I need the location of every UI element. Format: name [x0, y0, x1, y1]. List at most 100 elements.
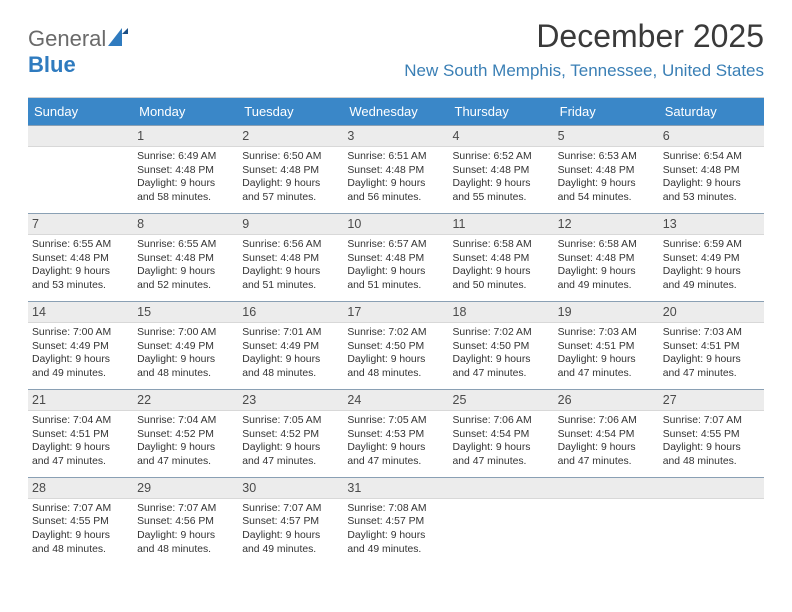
sunrise-text: Sunrise: 6:58 AM: [558, 238, 655, 252]
daylight-text: Daylight: 9 hours and 49 minutes.: [558, 265, 655, 292]
sunrise-text: Sunrise: 7:00 AM: [32, 326, 129, 340]
day-cell: [554, 499, 659, 565]
daylight-text: Daylight: 9 hours and 49 minutes.: [32, 353, 129, 380]
calendar-table: SundayMondayTuesdayWednesdayThursdayFrid…: [28, 97, 764, 565]
day-number: 9: [238, 213, 343, 235]
day-number: 21: [28, 389, 133, 411]
day-number-row: 78910111213: [28, 213, 764, 235]
day-number: 19: [554, 301, 659, 323]
day-number: 7: [28, 213, 133, 235]
day-cell: Sunrise: 6:50 AMSunset: 4:48 PMDaylight:…: [238, 147, 343, 213]
daylight-text: Daylight: 9 hours and 47 minutes.: [663, 353, 760, 380]
day-cell: Sunrise: 7:04 AMSunset: 4:51 PMDaylight:…: [28, 411, 133, 477]
day-number: 14: [28, 301, 133, 323]
sunset-text: Sunset: 4:50 PM: [347, 340, 444, 354]
daylight-text: Daylight: 9 hours and 48 minutes.: [663, 441, 760, 468]
sunset-text: Sunset: 4:48 PM: [137, 252, 234, 266]
day-cell: Sunrise: 7:05 AMSunset: 4:53 PMDaylight:…: [343, 411, 448, 477]
sunrise-text: Sunrise: 6:55 AM: [137, 238, 234, 252]
daylight-text: Daylight: 9 hours and 57 minutes.: [242, 177, 339, 204]
sunset-text: Sunset: 4:54 PM: [453, 428, 550, 442]
sunrise-text: Sunrise: 7:07 AM: [137, 502, 234, 516]
day-number: 28: [28, 477, 133, 499]
daylight-text: Daylight: 9 hours and 47 minutes.: [453, 441, 550, 468]
day-number: 29: [133, 477, 238, 499]
daylight-text: Daylight: 9 hours and 51 minutes.: [347, 265, 444, 292]
day-number: 6: [659, 125, 764, 147]
sunrise-text: Sunrise: 7:01 AM: [242, 326, 339, 340]
weekday-header: Saturday: [659, 98, 764, 125]
day-number: 25: [449, 389, 554, 411]
sunset-text: Sunset: 4:48 PM: [453, 164, 550, 178]
page-header: General Blue December 2025 New South Mem…: [0, 0, 792, 87]
day-number: [554, 477, 659, 499]
sunrise-text: Sunrise: 6:57 AM: [347, 238, 444, 252]
daylight-text: Daylight: 9 hours and 47 minutes.: [347, 441, 444, 468]
sunrise-text: Sunrise: 7:06 AM: [453, 414, 550, 428]
sunset-text: Sunset: 4:48 PM: [137, 164, 234, 178]
daylight-text: Daylight: 9 hours and 48 minutes.: [32, 529, 129, 556]
daylight-text: Daylight: 9 hours and 49 minutes.: [242, 529, 339, 556]
weekday-header-row: SundayMondayTuesdayWednesdayThursdayFrid…: [28, 98, 764, 125]
day-number: 11: [449, 213, 554, 235]
sunset-text: Sunset: 4:48 PM: [347, 164, 444, 178]
day-number: 18: [449, 301, 554, 323]
sunrise-text: Sunrise: 7:05 AM: [347, 414, 444, 428]
day-cell: Sunrise: 6:58 AMSunset: 4:48 PMDaylight:…: [449, 235, 554, 301]
day-cell: Sunrise: 7:02 AMSunset: 4:50 PMDaylight:…: [449, 323, 554, 389]
sunset-text: Sunset: 4:49 PM: [242, 340, 339, 354]
day-cell: Sunrise: 7:03 AMSunset: 4:51 PMDaylight:…: [554, 323, 659, 389]
day-number: 31: [343, 477, 448, 499]
day-number: [449, 477, 554, 499]
day-cell: Sunrise: 6:52 AMSunset: 4:48 PMDaylight:…: [449, 147, 554, 213]
day-cell: Sunrise: 7:03 AMSunset: 4:51 PMDaylight:…: [659, 323, 764, 389]
sunset-text: Sunset: 4:49 PM: [137, 340, 234, 354]
sunset-text: Sunset: 4:48 PM: [558, 252, 655, 266]
daylight-text: Daylight: 9 hours and 47 minutes.: [242, 441, 339, 468]
day-cell: Sunrise: 6:57 AMSunset: 4:48 PMDaylight:…: [343, 235, 448, 301]
logo-word-general: General: [28, 26, 106, 51]
day-number: 15: [133, 301, 238, 323]
day-cell: Sunrise: 6:58 AMSunset: 4:48 PMDaylight:…: [554, 235, 659, 301]
day-cell: Sunrise: 6:56 AMSunset: 4:48 PMDaylight:…: [238, 235, 343, 301]
day-number: 27: [659, 389, 764, 411]
day-cell: Sunrise: 6:49 AMSunset: 4:48 PMDaylight:…: [133, 147, 238, 213]
sunset-text: Sunset: 4:55 PM: [32, 515, 129, 529]
day-cell: [659, 499, 764, 565]
day-number: 3: [343, 125, 448, 147]
day-cell: Sunrise: 7:06 AMSunset: 4:54 PMDaylight:…: [554, 411, 659, 477]
sunrise-text: Sunrise: 7:04 AM: [32, 414, 129, 428]
sunset-text: Sunset: 4:56 PM: [137, 515, 234, 529]
daylight-text: Daylight: 9 hours and 48 minutes.: [137, 529, 234, 556]
sunrise-text: Sunrise: 7:07 AM: [663, 414, 760, 428]
day-number: 22: [133, 389, 238, 411]
weekday-header: Friday: [554, 98, 659, 125]
day-number: 1: [133, 125, 238, 147]
day-number: 24: [343, 389, 448, 411]
sunset-text: Sunset: 4:57 PM: [242, 515, 339, 529]
day-number: 20: [659, 301, 764, 323]
day-content-row: Sunrise: 7:04 AMSunset: 4:51 PMDaylight:…: [28, 411, 764, 477]
sunset-text: Sunset: 4:54 PM: [558, 428, 655, 442]
month-title: December 2025: [404, 18, 764, 55]
sunrise-text: Sunrise: 7:03 AM: [558, 326, 655, 340]
daylight-text: Daylight: 9 hours and 47 minutes.: [453, 353, 550, 380]
sunrise-text: Sunrise: 7:02 AM: [453, 326, 550, 340]
sunrise-text: Sunrise: 7:03 AM: [663, 326, 760, 340]
day-cell: Sunrise: 6:55 AMSunset: 4:48 PMDaylight:…: [28, 235, 133, 301]
day-cell: Sunrise: 7:01 AMSunset: 4:49 PMDaylight:…: [238, 323, 343, 389]
day-cell: Sunrise: 6:54 AMSunset: 4:48 PMDaylight:…: [659, 147, 764, 213]
sunset-text: Sunset: 4:51 PM: [663, 340, 760, 354]
daylight-text: Daylight: 9 hours and 49 minutes.: [663, 265, 760, 292]
sunset-text: Sunset: 4:48 PM: [453, 252, 550, 266]
sunrise-text: Sunrise: 6:59 AM: [663, 238, 760, 252]
sunrise-text: Sunrise: 6:51 AM: [347, 150, 444, 164]
sunrise-text: Sunrise: 7:04 AM: [137, 414, 234, 428]
day-cell: Sunrise: 7:04 AMSunset: 4:52 PMDaylight:…: [133, 411, 238, 477]
sunrise-text: Sunrise: 6:49 AM: [137, 150, 234, 164]
sunrise-text: Sunrise: 7:00 AM: [137, 326, 234, 340]
weekday-header: Wednesday: [343, 98, 448, 125]
daylight-text: Daylight: 9 hours and 51 minutes.: [242, 265, 339, 292]
day-number: 12: [554, 213, 659, 235]
daylight-text: Daylight: 9 hours and 48 minutes.: [242, 353, 339, 380]
